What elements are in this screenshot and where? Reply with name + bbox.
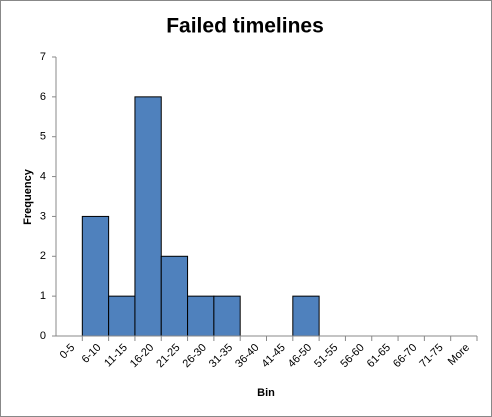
chart-title: Failed timelines — [166, 15, 324, 38]
bar — [160, 255, 189, 337]
x-axis-title: Bin — [257, 387, 275, 399]
y-tick-label: 4 — [40, 170, 46, 182]
y-tick-label: 2 — [40, 250, 46, 262]
bar — [292, 295, 320, 337]
bar — [81, 215, 110, 337]
y-axis-title: Frequency — [22, 168, 34, 225]
bar — [213, 295, 241, 337]
bar — [134, 96, 162, 337]
bar — [108, 295, 136, 337]
y-tick-label: 1 — [40, 290, 46, 302]
y-tick-label: 7 — [40, 51, 46, 63]
y-tick-label: 6 — [40, 91, 46, 103]
bar — [187, 295, 215, 337]
y-tick-label: 3 — [40, 210, 46, 222]
y-tick-label: 0 — [40, 330, 46, 342]
y-tick-label: 5 — [40, 131, 46, 143]
